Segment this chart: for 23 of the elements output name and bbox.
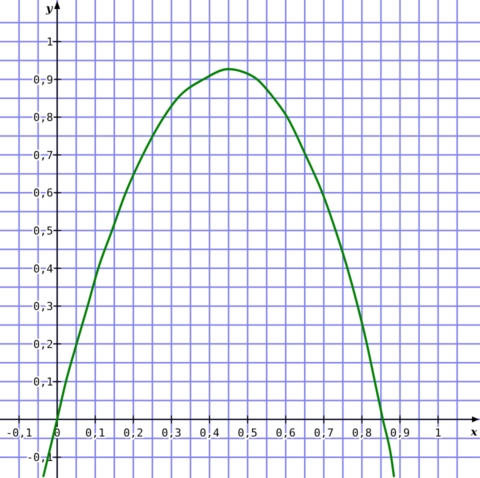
x-tick-label: 0,6	[276, 426, 296, 440]
x-tick-label: 0,7	[314, 426, 334, 440]
y-tick-label: 0,4	[33, 262, 54, 276]
y-tick-label: 0,1	[33, 376, 54, 389]
x-tick-label: 0,8	[352, 426, 372, 440]
y-tick-label: 0,6	[33, 186, 54, 200]
y-tick-label: 0,7	[33, 148, 54, 162]
y-tick-label: 0,3	[33, 300, 54, 314]
x-tick-label: 0,5	[238, 426, 258, 440]
x-tick-label: 0,1	[85, 426, 106, 440]
x-tick-label: 0,9	[390, 426, 410, 440]
x-tick-label: -0,1	[6, 426, 32, 440]
y-tick-label: 0,5	[33, 224, 54, 238]
x-tick-label: 0,4	[200, 426, 220, 440]
x-tick-label: 0,3	[161, 426, 182, 440]
x-axis-title: x	[470, 425, 478, 438]
y-tick-label: 0,9	[33, 73, 54, 86]
x-tick-label: 1	[434, 426, 442, 440]
y-tick-label: 0,2	[33, 338, 54, 351]
x-tick-label: 0,2	[123, 426, 144, 440]
y-tick-label: 1	[46, 36, 54, 49]
y-tick-label: 0,8	[33, 111, 54, 124]
y-axis-title: y	[44, 2, 54, 15]
